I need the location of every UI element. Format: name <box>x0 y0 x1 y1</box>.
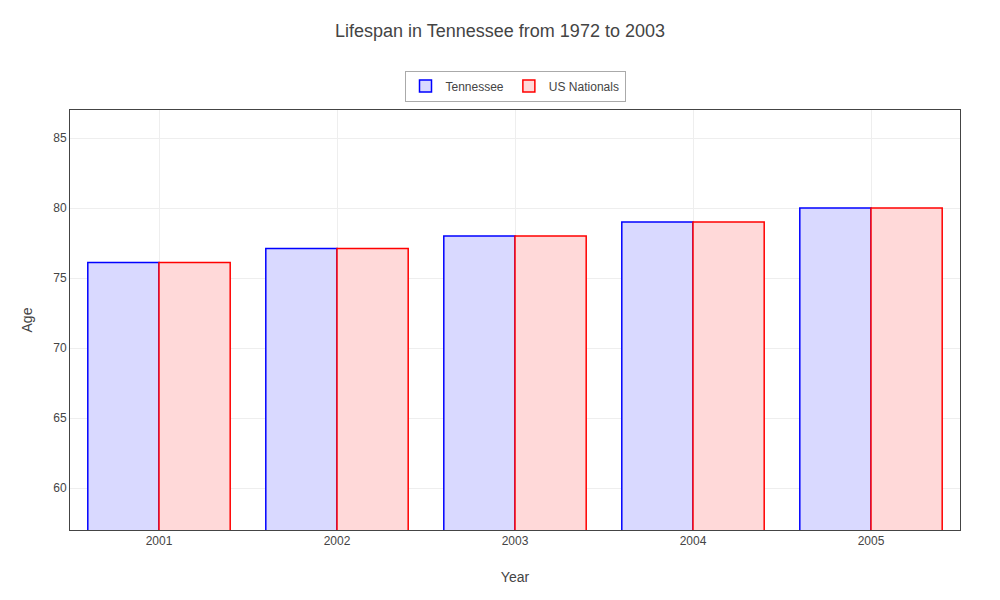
svg-text:Lifespan in Tennessee from 197: Lifespan in Tennessee from 1972 to 2003 <box>335 21 665 41</box>
svg-text:Tennessee: Tennessee <box>446 80 504 94</box>
svg-text:70: 70 <box>53 341 67 355</box>
svg-text:60: 60 <box>53 481 67 495</box>
svg-text:2002: 2002 <box>324 534 351 548</box>
svg-text:65: 65 <box>53 411 67 425</box>
svg-text:2005: 2005 <box>858 534 885 548</box>
svg-text:85: 85 <box>53 131 67 145</box>
svg-text:Year: Year <box>501 569 530 585</box>
svg-text:80: 80 <box>53 201 67 215</box>
svg-text:Age: Age <box>19 307 35 332</box>
svg-text:US Nationals: US Nationals <box>549 80 619 94</box>
svg-text:2004: 2004 <box>680 534 707 548</box>
svg-text:2003: 2003 <box>502 534 529 548</box>
svg-text:75: 75 <box>53 271 67 285</box>
svg-text:2001: 2001 <box>146 534 173 548</box>
